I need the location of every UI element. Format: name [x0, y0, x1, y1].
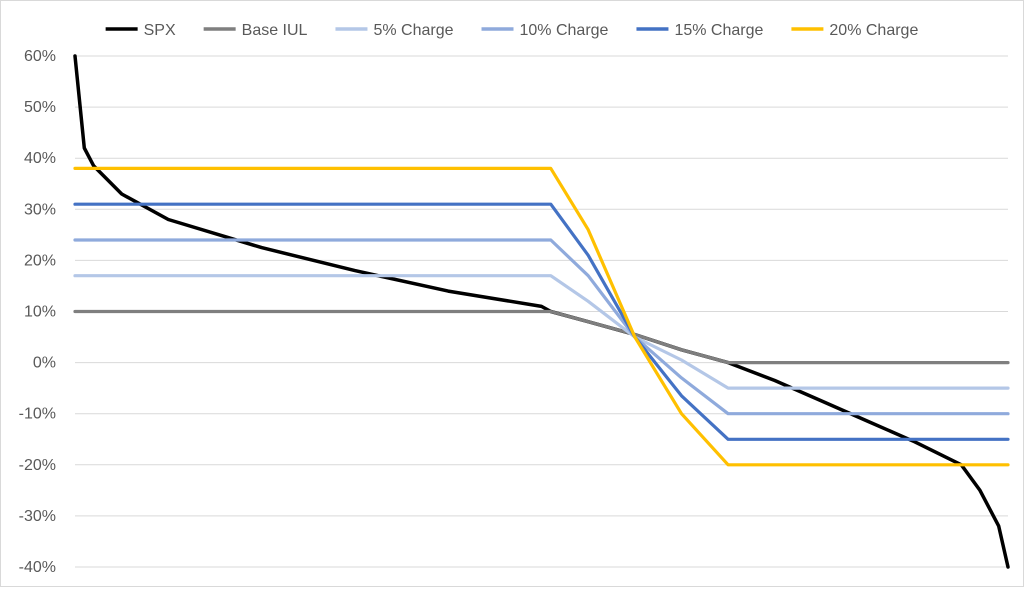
- y-tick-label: 60%: [24, 48, 56, 65]
- series-lines: [73, 54, 1010, 569]
- y-tick-label: 40%: [24, 150, 56, 167]
- y-axis-tick-labels: 60% 50% 40% 30% 20% 10% 0% -10% -20% -30% -40%: [19, 48, 56, 576]
- y-tick-label: 30%: [24, 201, 56, 218]
- series-line-base-iul: [73, 309, 1010, 365]
- y-tick-label: -20%: [19, 457, 56, 474]
- legend-label-5-charge: 5% Charge: [373, 22, 453, 39]
- y-tick-label: 10%: [24, 304, 56, 321]
- legend-label-20-charge: 20% Charge: [829, 22, 918, 39]
- series-line-15-charge: [73, 202, 1010, 441]
- legend: SPX Base IUL 5% Charge 10% Charge 15% Charge…: [105, 22, 918, 39]
- y-tick-label: -30%: [19, 508, 56, 525]
- legend-label-base-iul: Base IUL: [242, 22, 308, 39]
- legend-label-15-charge: 15% Charge: [674, 22, 763, 39]
- legend-label-spx: SPX: [144, 22, 176, 39]
- series-line-10-charge: [73, 238, 1010, 416]
- y-tick-label: 50%: [24, 99, 56, 116]
- y-tick-label: -10%: [19, 406, 56, 423]
- legend-label-10-charge: 10% Charge: [520, 22, 609, 39]
- series-line-20-charge: [73, 166, 1010, 467]
- series-line-5-charge: [73, 274, 1010, 390]
- y-tick-label: -40%: [19, 559, 56, 576]
- y-tick-label: 20%: [24, 252, 56, 269]
- y-tick-label: 0%: [33, 355, 56, 372]
